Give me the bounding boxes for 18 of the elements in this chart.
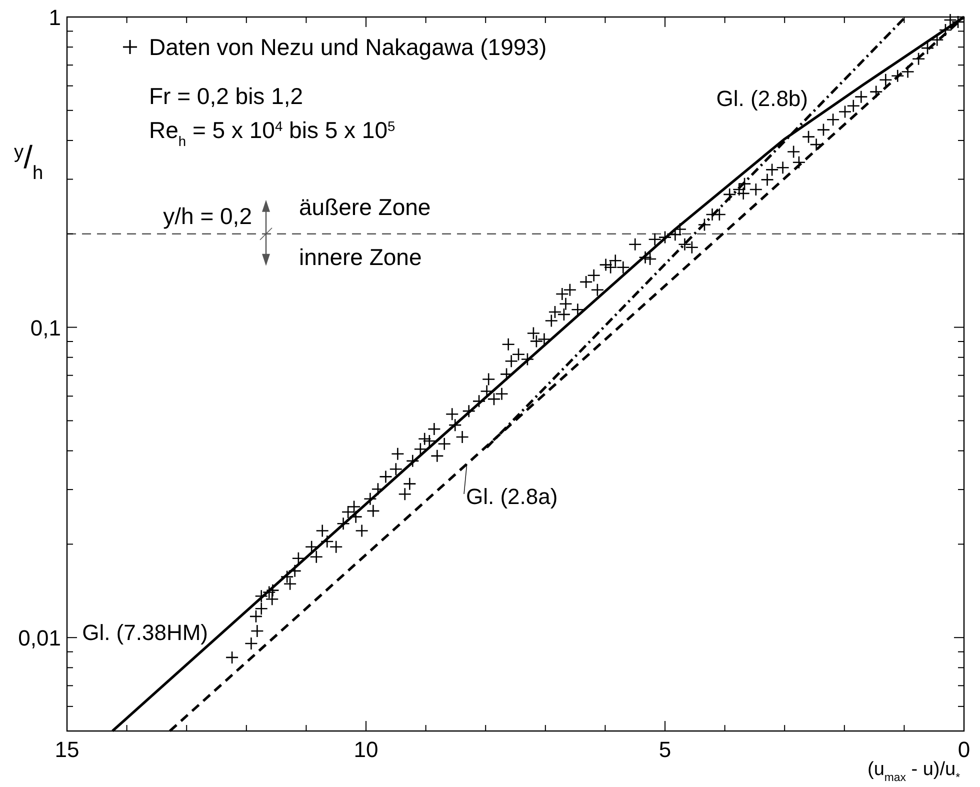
x-axis-title: (u$_{max}$ - u)/u$_{*}$ (868, 759, 961, 784)
ref-line-label: y/h = 0,2 (163, 202, 252, 229)
x-tick-label: 10 (354, 737, 378, 762)
y-tick-label: 1 (48, 5, 61, 30)
legend-label: Daten von Nezu und Nakagawa (1993) (149, 34, 547, 60)
y-tick-label: 0,01 (18, 626, 61, 651)
annotation: innere Zone (299, 244, 422, 270)
y-axis-title: $^{y}$/$_{h}$ (14, 139, 44, 184)
series-label: Gl. (7.38HM) (82, 620, 208, 645)
annotation: Re$_{h}$ = 5 x 10$^{4}$ bis 5 x 10$^{5}$ (149, 117, 396, 148)
series-label: Gl. (2.8a) (466, 484, 558, 509)
series-label: Gl. (2.8b) (716, 86, 808, 111)
x-tick-label: 5 (658, 737, 672, 762)
annotation: Fr = 0,2 bis 1,2 (149, 83, 304, 109)
annotation: äußere Zone (299, 194, 431, 220)
x-tick-label: 0 (958, 737, 970, 762)
x-tick-label: 15 (54, 737, 80, 762)
y-tick-label: 0,1 (30, 315, 61, 340)
